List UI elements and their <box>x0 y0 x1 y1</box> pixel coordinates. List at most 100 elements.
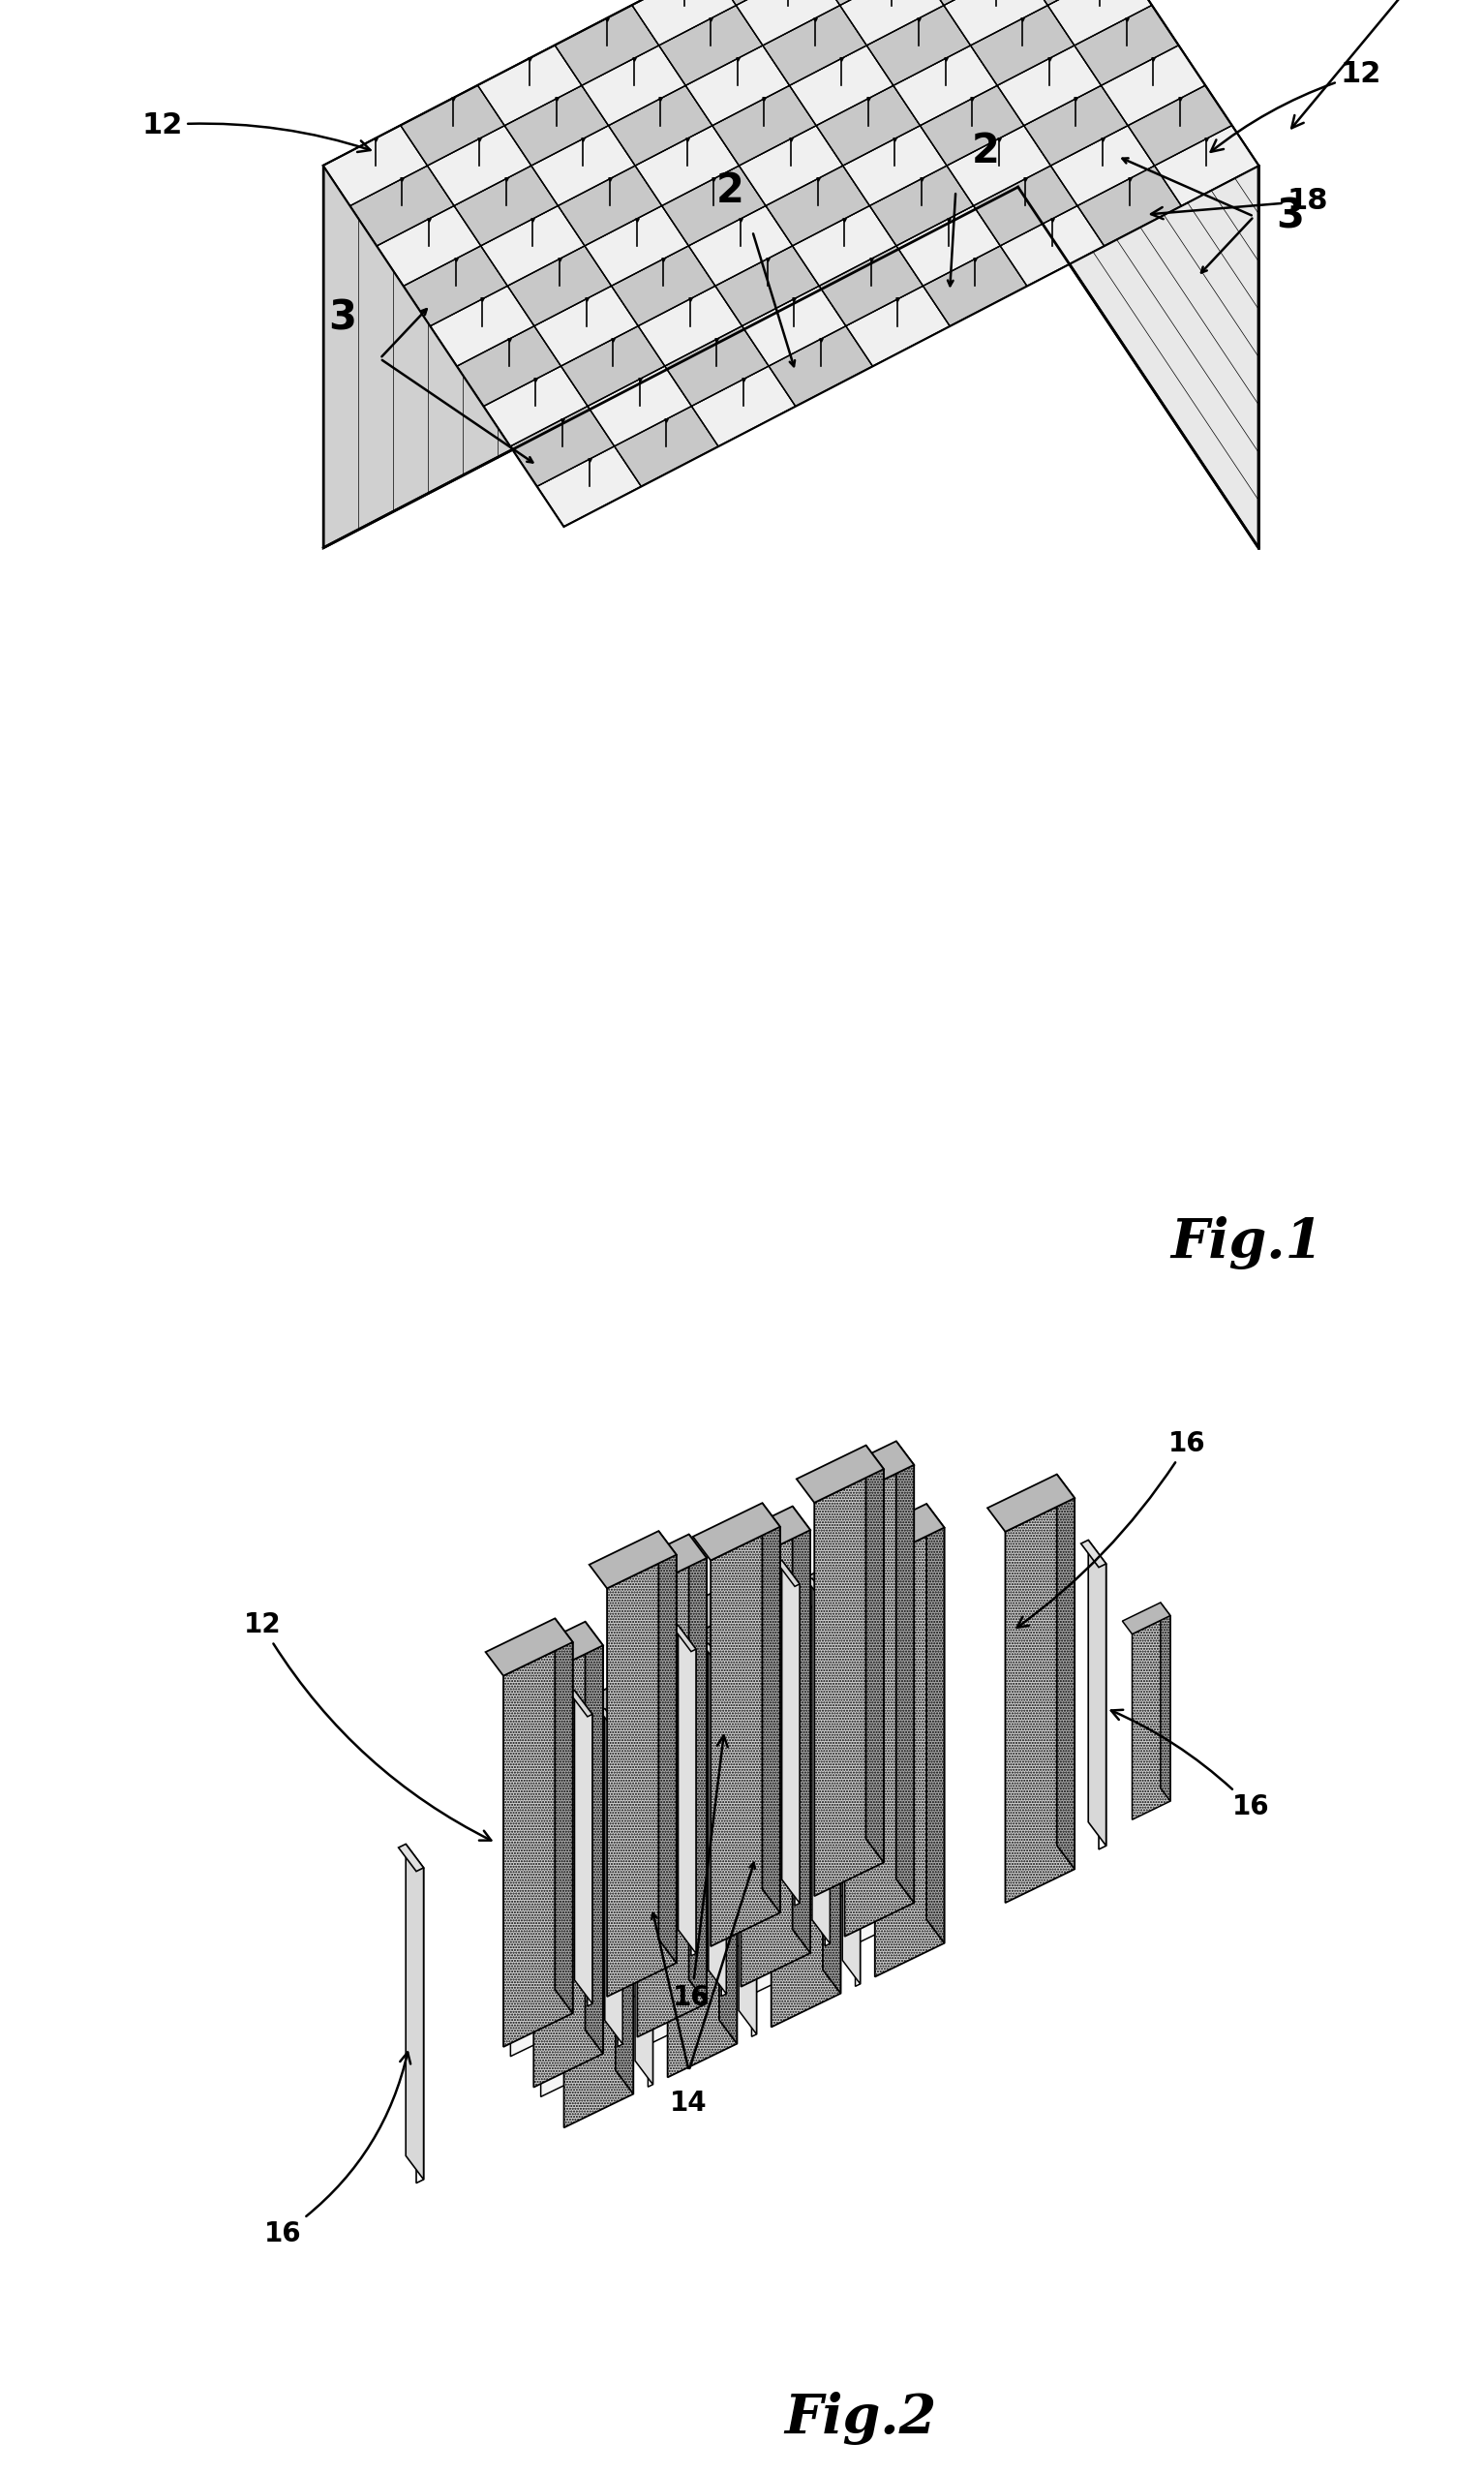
Polygon shape <box>481 205 585 287</box>
Polygon shape <box>324 126 427 205</box>
Polygon shape <box>763 5 867 87</box>
Polygon shape <box>778 1561 800 1586</box>
Polygon shape <box>631 1727 653 1754</box>
Polygon shape <box>855 1620 861 1987</box>
Polygon shape <box>508 245 611 327</box>
Polygon shape <box>1024 87 1128 166</box>
Polygon shape <box>570 1690 592 1717</box>
Polygon shape <box>681 1665 684 1972</box>
Polygon shape <box>748 1635 818 1997</box>
Polygon shape <box>1021 0 1125 5</box>
Polygon shape <box>534 1645 603 2088</box>
Text: Fig.1: Fig.1 <box>1171 1215 1322 1269</box>
Polygon shape <box>825 1603 830 1947</box>
Polygon shape <box>377 205 481 287</box>
Text: 16: 16 <box>1112 1710 1270 1821</box>
Polygon shape <box>816 87 920 166</box>
Polygon shape <box>763 1504 781 1912</box>
Polygon shape <box>772 1593 840 2026</box>
Text: 3: 3 <box>1276 195 1304 238</box>
Polygon shape <box>754 1569 840 1625</box>
Polygon shape <box>843 1596 861 1984</box>
Polygon shape <box>889 1551 890 1873</box>
Polygon shape <box>585 205 689 287</box>
Polygon shape <box>893 45 997 126</box>
Polygon shape <box>561 327 665 406</box>
Polygon shape <box>478 45 582 126</box>
Polygon shape <box>678 1625 696 1954</box>
Polygon shape <box>1160 1603 1171 1801</box>
Polygon shape <box>1098 1564 1106 1851</box>
Polygon shape <box>812 1578 830 1945</box>
Polygon shape <box>686 45 789 126</box>
Text: 18: 18 <box>1152 188 1328 220</box>
Polygon shape <box>819 245 923 327</box>
Polygon shape <box>766 166 870 245</box>
Polygon shape <box>717 1608 787 1645</box>
Polygon shape <box>736 0 840 45</box>
Polygon shape <box>644 1695 714 2046</box>
Polygon shape <box>769 327 873 406</box>
Polygon shape <box>398 1843 423 1870</box>
Polygon shape <box>454 166 558 245</box>
Polygon shape <box>484 366 588 445</box>
Polygon shape <box>867 5 971 87</box>
Text: 12: 12 <box>243 1611 491 1841</box>
Polygon shape <box>1077 166 1181 245</box>
Polygon shape <box>840 0 944 45</box>
Polygon shape <box>917 0 1021 5</box>
Polygon shape <box>540 1752 610 2098</box>
Polygon shape <box>896 205 1000 287</box>
Polygon shape <box>741 1529 810 1987</box>
Polygon shape <box>324 0 1018 547</box>
Polygon shape <box>797 1445 883 1502</box>
Polygon shape <box>614 406 718 487</box>
Polygon shape <box>617 1732 623 2046</box>
Polygon shape <box>844 1465 914 1937</box>
Polygon shape <box>635 126 739 205</box>
Polygon shape <box>752 1685 757 2036</box>
Polygon shape <box>539 1749 610 1786</box>
Polygon shape <box>534 287 638 366</box>
Polygon shape <box>659 1531 677 1962</box>
Polygon shape <box>585 1620 603 2053</box>
Polygon shape <box>510 406 614 487</box>
Polygon shape <box>531 126 635 205</box>
Polygon shape <box>944 0 1048 45</box>
Polygon shape <box>503 1643 573 2046</box>
Text: 16: 16 <box>1017 1430 1206 1628</box>
Polygon shape <box>1088 1539 1106 1846</box>
Polygon shape <box>789 45 893 126</box>
Polygon shape <box>819 1551 890 1586</box>
Polygon shape <box>692 366 795 445</box>
Polygon shape <box>987 1475 1074 1531</box>
Polygon shape <box>1132 1616 1171 1821</box>
Polygon shape <box>668 1613 738 2078</box>
Polygon shape <box>574 1690 592 2004</box>
Polygon shape <box>405 1843 423 2180</box>
Polygon shape <box>971 5 1074 87</box>
Polygon shape <box>926 1504 944 1942</box>
Polygon shape <box>632 0 736 45</box>
Polygon shape <box>785 1608 787 1922</box>
Polygon shape <box>782 1561 800 1903</box>
Polygon shape <box>746 1633 818 1670</box>
Polygon shape <box>555 5 659 87</box>
Polygon shape <box>614 1667 684 2006</box>
Polygon shape <box>816 1633 818 1962</box>
Polygon shape <box>659 5 763 87</box>
Text: 12: 12 <box>1211 59 1382 151</box>
Polygon shape <box>689 205 792 287</box>
Polygon shape <box>1074 5 1178 87</box>
Polygon shape <box>850 1576 922 1613</box>
Polygon shape <box>643 1692 714 1727</box>
Polygon shape <box>843 126 947 205</box>
Polygon shape <box>516 1620 603 1680</box>
Polygon shape <box>588 366 692 445</box>
Polygon shape <box>703 1643 726 1670</box>
Polygon shape <box>742 287 846 366</box>
Polygon shape <box>712 1692 714 2014</box>
Polygon shape <box>589 1531 677 1588</box>
Polygon shape <box>608 87 712 166</box>
Polygon shape <box>665 327 769 406</box>
